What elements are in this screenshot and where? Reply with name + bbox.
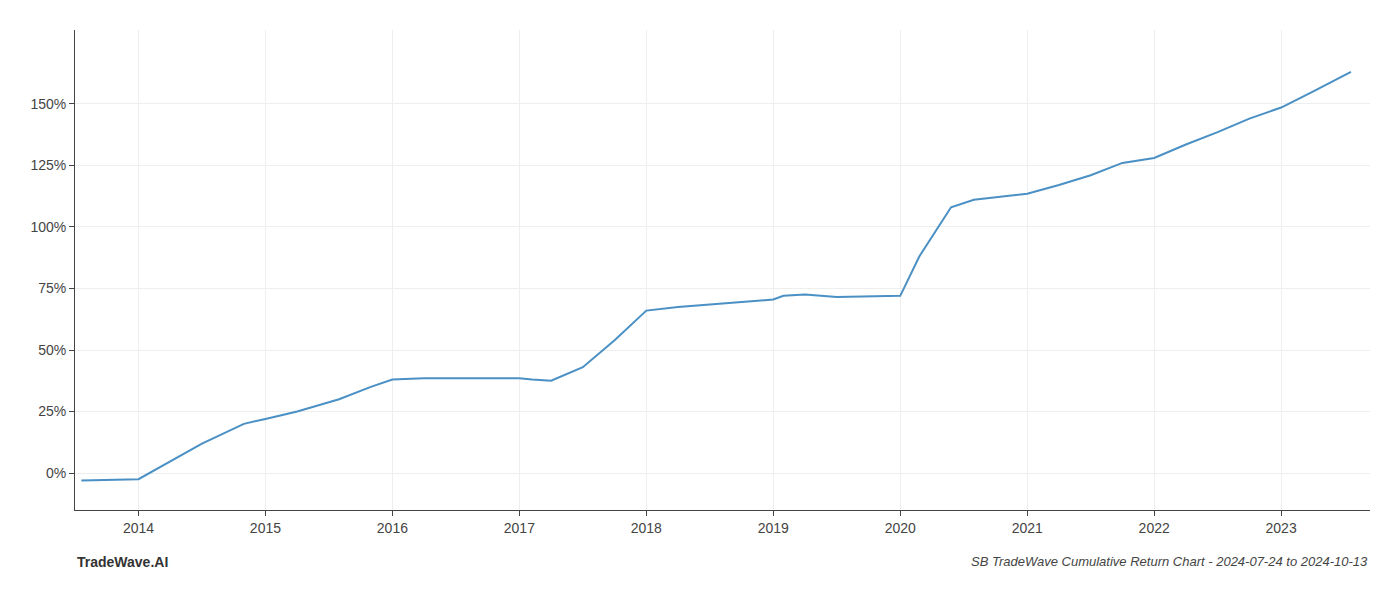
svg-text:100%: 100%: [30, 219, 66, 235]
svg-text:2023: 2023: [1266, 520, 1297, 536]
svg-text:0%: 0%: [46, 465, 66, 481]
svg-text:50%: 50%: [38, 342, 66, 358]
svg-text:125%: 125%: [30, 157, 66, 173]
svg-text:TradeWave.AI: TradeWave.AI: [77, 554, 168, 570]
svg-text:2021: 2021: [1012, 520, 1043, 536]
svg-text:SB TradeWave Cumulative Return: SB TradeWave Cumulative Return Chart - 2…: [971, 554, 1368, 569]
svg-text:2019: 2019: [758, 520, 789, 536]
svg-text:2016: 2016: [377, 520, 408, 536]
svg-text:2020: 2020: [885, 520, 916, 536]
svg-text:150%: 150%: [30, 96, 66, 112]
svg-text:2015: 2015: [250, 520, 281, 536]
svg-text:2017: 2017: [504, 520, 535, 536]
svg-text:2018: 2018: [631, 520, 662, 536]
svg-text:2014: 2014: [123, 520, 154, 536]
svg-text:25%: 25%: [38, 403, 66, 419]
svg-text:75%: 75%: [38, 280, 66, 296]
svg-text:2022: 2022: [1139, 520, 1170, 536]
